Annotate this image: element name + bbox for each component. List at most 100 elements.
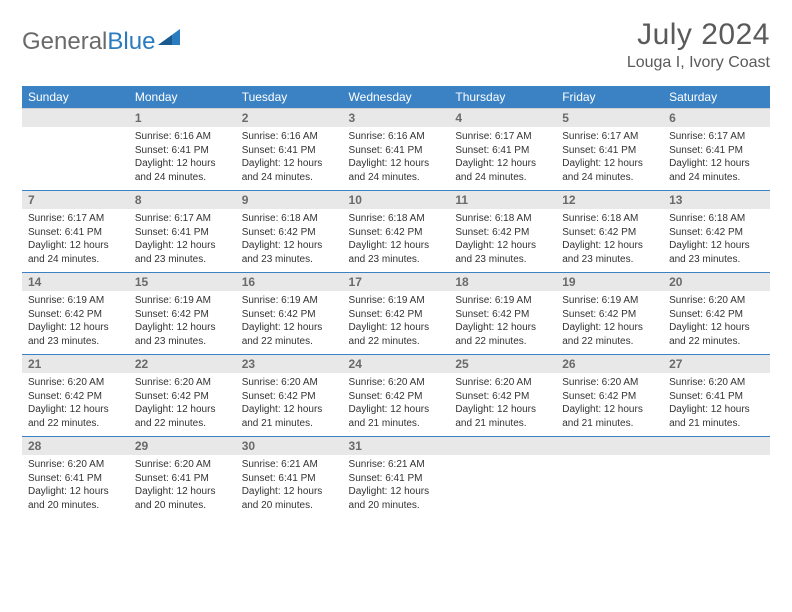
day-info-line: Sunset: 6:41 PM	[28, 472, 123, 486]
day-content-cell: Sunrise: 6:16 AMSunset: 6:41 PMDaylight:…	[343, 127, 450, 191]
day-info-line: and 21 minutes.	[669, 417, 764, 431]
dow-header: Friday	[556, 86, 663, 109]
day-info-line: Sunrise: 6:21 AM	[349, 458, 444, 472]
day-info-line: Sunrise: 6:18 AM	[242, 212, 337, 226]
day-info-line: Sunrise: 6:20 AM	[135, 458, 230, 472]
day-content-cell: Sunrise: 6:17 AMSunset: 6:41 PMDaylight:…	[663, 127, 770, 191]
day-info-line: Sunrise: 6:19 AM	[562, 294, 657, 308]
day-content-cell: Sunrise: 6:20 AMSunset: 6:42 PMDaylight:…	[449, 373, 556, 437]
day-info-line: Sunrise: 6:19 AM	[455, 294, 550, 308]
day-content-cell: Sunrise: 6:19 AMSunset: 6:42 PMDaylight:…	[556, 291, 663, 355]
day-info-line: Daylight: 12 hours	[135, 321, 230, 335]
day-info-line: Daylight: 12 hours	[135, 403, 230, 417]
day-info-line: Sunrise: 6:16 AM	[349, 130, 444, 144]
day-info-line: Sunset: 6:41 PM	[135, 144, 230, 158]
day-number-cell: 13	[663, 191, 770, 210]
day-info-line: Sunrise: 6:17 AM	[28, 212, 123, 226]
day-info-line: Sunrise: 6:17 AM	[455, 130, 550, 144]
day-info-line: Daylight: 12 hours	[135, 485, 230, 499]
day-info-line: Sunset: 6:42 PM	[242, 226, 337, 240]
day-info-line: Daylight: 12 hours	[28, 321, 123, 335]
day-content-cell: Sunrise: 6:18 AMSunset: 6:42 PMDaylight:…	[663, 209, 770, 273]
day-info-line: Daylight: 12 hours	[455, 239, 550, 253]
day-info-line: Sunrise: 6:17 AM	[669, 130, 764, 144]
day-info-line: and 24 minutes.	[349, 171, 444, 185]
day-info-line: Daylight: 12 hours	[349, 403, 444, 417]
day-info-line: Daylight: 12 hours	[669, 403, 764, 417]
day-info-line: Daylight: 12 hours	[455, 403, 550, 417]
day-info-line: Sunset: 6:41 PM	[242, 472, 337, 486]
day-number-cell: 8	[129, 191, 236, 210]
day-number-cell: 28	[22, 437, 129, 456]
dow-header: Tuesday	[236, 86, 343, 109]
month-title: July 2024	[627, 18, 770, 52]
day-info-line: Sunset: 6:42 PM	[242, 390, 337, 404]
day-info-line: Sunset: 6:42 PM	[562, 226, 657, 240]
day-info-line: and 23 minutes.	[135, 335, 230, 349]
day-content-cell: Sunrise: 6:19 AMSunset: 6:42 PMDaylight:…	[449, 291, 556, 355]
day-info-line: Sunrise: 6:18 AM	[562, 212, 657, 226]
day-number-cell: 30	[236, 437, 343, 456]
day-info-line: and 22 minutes.	[349, 335, 444, 349]
day-content-row: Sunrise: 6:19 AMSunset: 6:42 PMDaylight:…	[22, 291, 770, 355]
calendar-table: SundayMondayTuesdayWednesdayThursdayFrid…	[22, 86, 770, 518]
day-info-line: Sunrise: 6:16 AM	[242, 130, 337, 144]
day-info-line: Daylight: 12 hours	[135, 157, 230, 171]
day-info-line: Sunset: 6:42 PM	[349, 390, 444, 404]
day-number-row: 14151617181920	[22, 273, 770, 292]
day-info-line: Daylight: 12 hours	[669, 321, 764, 335]
day-info-line: and 20 minutes.	[135, 499, 230, 513]
day-number-cell: 5	[556, 109, 663, 128]
day-content-cell: Sunrise: 6:19 AMSunset: 6:42 PMDaylight:…	[22, 291, 129, 355]
day-info-line: Sunset: 6:42 PM	[562, 390, 657, 404]
day-number-cell: 24	[343, 355, 450, 374]
day-content-cell: Sunrise: 6:21 AMSunset: 6:41 PMDaylight:…	[343, 455, 450, 518]
day-info-line: Daylight: 12 hours	[242, 321, 337, 335]
day-info-line: and 22 minutes.	[669, 335, 764, 349]
day-content-cell	[556, 455, 663, 518]
day-number-cell: 1	[129, 109, 236, 128]
day-info-line: Sunrise: 6:18 AM	[669, 212, 764, 226]
day-info-line: Daylight: 12 hours	[242, 485, 337, 499]
day-info-line: Sunset: 6:42 PM	[349, 308, 444, 322]
day-content-cell: Sunrise: 6:20 AMSunset: 6:41 PMDaylight:…	[663, 373, 770, 437]
day-content-cell: Sunrise: 6:20 AMSunset: 6:42 PMDaylight:…	[663, 291, 770, 355]
day-info-line: Sunrise: 6:16 AM	[135, 130, 230, 144]
day-info-line: Sunset: 6:42 PM	[28, 308, 123, 322]
day-info-line: Sunset: 6:41 PM	[669, 144, 764, 158]
day-number-cell	[663, 437, 770, 456]
day-number-cell: 16	[236, 273, 343, 292]
day-number-cell: 6	[663, 109, 770, 128]
day-number-cell: 31	[343, 437, 450, 456]
day-number-cell: 20	[663, 273, 770, 292]
day-info-line: Sunrise: 6:20 AM	[562, 376, 657, 390]
day-info-line: and 21 minutes.	[455, 417, 550, 431]
day-info-line: Sunrise: 6:17 AM	[562, 130, 657, 144]
day-number-cell: 7	[22, 191, 129, 210]
day-info-line: Sunset: 6:42 PM	[455, 308, 550, 322]
day-info-line: Sunset: 6:42 PM	[242, 308, 337, 322]
day-content-cell: Sunrise: 6:18 AMSunset: 6:42 PMDaylight:…	[449, 209, 556, 273]
day-info-line: and 22 minutes.	[562, 335, 657, 349]
day-info-line: and 21 minutes.	[242, 417, 337, 431]
day-info-line: and 23 minutes.	[455, 253, 550, 267]
day-info-line: and 24 minutes.	[669, 171, 764, 185]
day-number-row: 28293031	[22, 437, 770, 456]
day-info-line: and 23 minutes.	[349, 253, 444, 267]
logo-text: GeneralBlue	[22, 28, 155, 56]
day-content-row: Sunrise: 6:20 AMSunset: 6:41 PMDaylight:…	[22, 455, 770, 518]
day-info-line: Sunrise: 6:20 AM	[669, 294, 764, 308]
day-info-line: Daylight: 12 hours	[349, 321, 444, 335]
day-info-line: Sunset: 6:42 PM	[349, 226, 444, 240]
day-info-line: and 24 minutes.	[242, 171, 337, 185]
day-content-cell: Sunrise: 6:16 AMSunset: 6:41 PMDaylight:…	[236, 127, 343, 191]
day-info-line: Sunset: 6:41 PM	[349, 472, 444, 486]
day-info-line: and 20 minutes.	[349, 499, 444, 513]
day-info-line: Daylight: 12 hours	[28, 403, 123, 417]
day-info-line: Sunset: 6:41 PM	[28, 226, 123, 240]
day-info-line: Daylight: 12 hours	[242, 403, 337, 417]
day-info-line: and 23 minutes.	[28, 335, 123, 349]
day-info-line: Sunset: 6:41 PM	[562, 144, 657, 158]
day-content-cell	[22, 127, 129, 191]
day-info-line: and 22 minutes.	[242, 335, 337, 349]
